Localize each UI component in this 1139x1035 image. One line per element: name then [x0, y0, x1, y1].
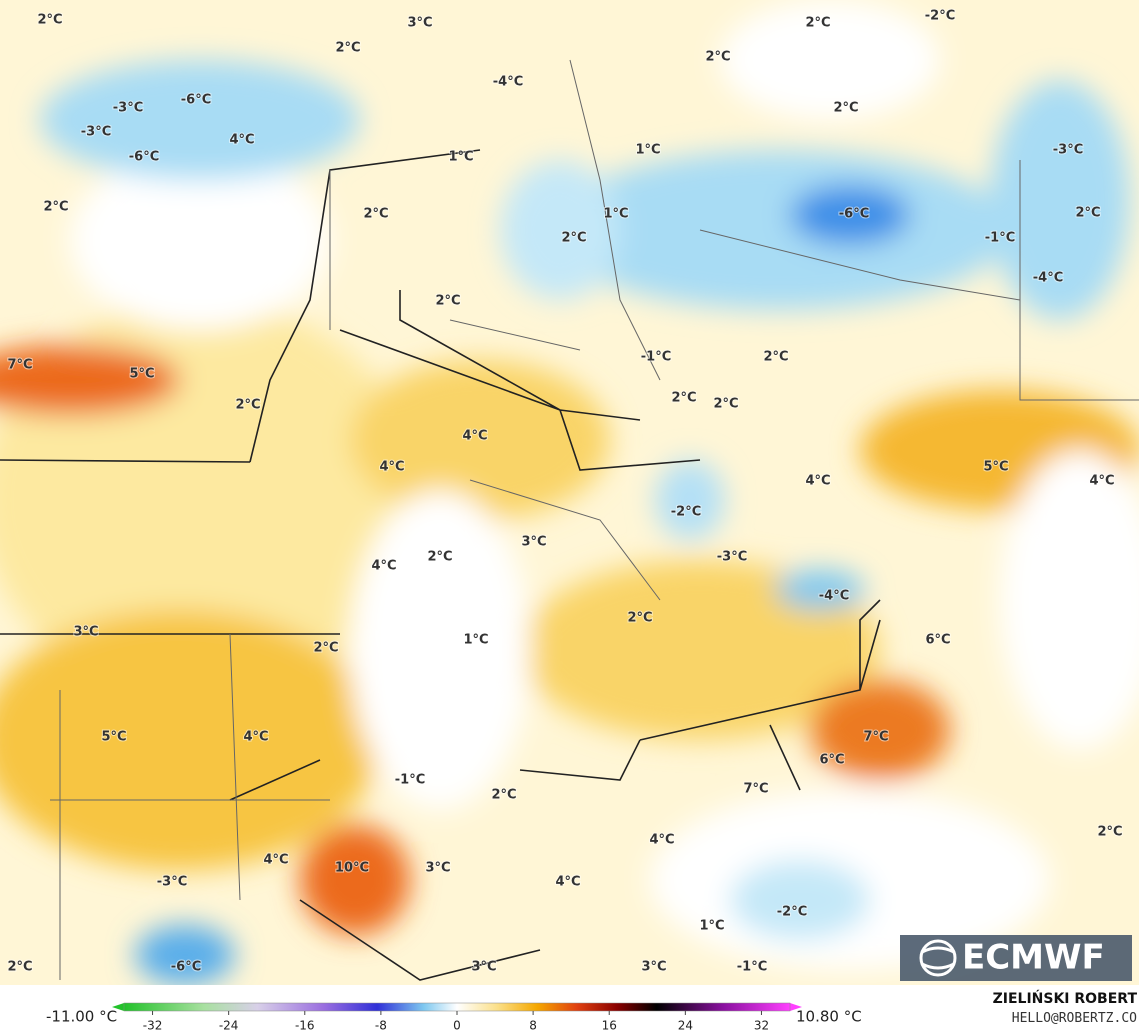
temperature-label: 4°C: [462, 429, 487, 444]
temperature-label: -3°C: [113, 101, 143, 116]
temperature-label: 5°C: [101, 730, 126, 745]
temperature-label: 2°C: [1075, 206, 1100, 221]
map-labels: 2°C 3°C 2°C -2°C 2°C 2°C -4°C -6°C -3°C 2°C -3°C 4°…: [6, 8, 1123, 976]
temperature-label: 2°C: [435, 294, 460, 309]
temperature-label: 2°C: [561, 231, 586, 246]
temperature-label: 4°C: [263, 853, 288, 868]
temperature-field: [0, 0, 1139, 985]
temperature-label: -6°C: [839, 207, 869, 222]
temperature-label: -2°C: [777, 905, 807, 920]
colorbar-max-label: 10.80 °C: [796, 1008, 862, 1026]
colorbar-tick-label: 0: [453, 1019, 461, 1033]
colorbar-tick-label: -16: [295, 1019, 315, 1033]
temperature-label: -2°C: [925, 9, 955, 24]
temperature-label: 5°C: [129, 367, 154, 382]
temperature-label: -6°C: [129, 150, 159, 165]
temperature-label: -1°C: [641, 350, 671, 365]
temperature-label: 3°C: [425, 861, 450, 876]
temperature-label: 3°C: [641, 960, 666, 975]
temperature-label: 4°C: [805, 474, 830, 489]
colorbar-tick-label: -8: [375, 1019, 387, 1033]
colorbar-right-arrow: [790, 1003, 802, 1011]
temperature-label: 4°C: [379, 460, 404, 475]
temperature-label: 7°C: [863, 730, 888, 745]
logo-icon-waves: [921, 946, 955, 970]
temperature-label: 4°C: [243, 730, 268, 745]
temperature-label: -4°C: [819, 589, 849, 604]
borders: [0, 59, 1139, 981]
temperature-label: -2°C: [671, 505, 701, 520]
temperature-label: -3°C: [1053, 143, 1083, 158]
temperature-label: 7°C: [743, 782, 768, 797]
temperature-label: 5°C: [983, 460, 1008, 475]
temperature-label: 2°C: [833, 101, 858, 116]
temperature-label: -4°C: [493, 75, 523, 90]
temperature-label: 2°C: [627, 611, 652, 626]
temperature-label: -3°C: [81, 125, 111, 140]
temperature-label: 7°C: [7, 358, 32, 373]
temperature-label: 4°C: [371, 559, 396, 574]
temperature-label: 3°C: [407, 16, 432, 31]
temperature-label: 2°C: [363, 207, 388, 222]
temperature-label: 2°C: [313, 641, 338, 656]
temperature-label: 2°C: [37, 13, 62, 28]
credit-name: ZIELIŃSKI ROBERT: [993, 989, 1138, 1007]
logo-background: [900, 935, 1132, 981]
temperature-label: 4°C: [229, 133, 254, 148]
temperature-label: 6°C: [819, 753, 844, 768]
logo-box: ECMWF: [900, 935, 1132, 981]
logo-text: ECMWF: [962, 938, 1105, 978]
temperature-label: 2°C: [491, 788, 516, 803]
temperature-label: -6°C: [171, 960, 201, 975]
temperature-label: -1°C: [737, 960, 767, 975]
temperature-label: 2°C: [335, 41, 360, 56]
colorbar-min-label: -11.00 °C: [46, 1008, 117, 1026]
temperature-label: 2°C: [805, 16, 830, 31]
temperature-label: -1°C: [395, 773, 425, 788]
temperature-label: 2°C: [7, 960, 32, 975]
colorbar-tick-label: 16: [602, 1019, 617, 1033]
temperature-label: 4°C: [649, 833, 674, 848]
temperature-label: -1°C: [985, 231, 1015, 246]
temperature-label: 10°C: [335, 861, 369, 876]
temperature-label: 1°C: [448, 150, 473, 165]
temperature-label: 4°C: [1089, 474, 1114, 489]
map: [0, 0, 1139, 985]
temperature-label: 4°C: [555, 875, 580, 890]
colorbar-tick-label: 8: [529, 1019, 537, 1033]
colorbar-bar: [123, 1002, 791, 1012]
colorbar: -11.00 °C 10.80 °C -32 -24 -16 -8 0 8 16 24 32: [46, 1002, 862, 1033]
temperature-label: 2°C: [705, 50, 730, 65]
temperature-label: 2°C: [235, 398, 260, 413]
temperature-label: 2°C: [427, 550, 452, 565]
colorbar-tick-label: 24: [678, 1019, 693, 1033]
temperature-label: 2°C: [1097, 825, 1122, 840]
temperature-label: 1°C: [699, 919, 724, 934]
colorbar-tick-label: 32: [754, 1019, 769, 1033]
temperature-label: -3°C: [157, 875, 187, 890]
temperature-label: -6°C: [181, 93, 211, 108]
temperature-label: 3°C: [521, 535, 546, 550]
temperature-label: 2°C: [713, 397, 738, 412]
temperature-label: 3°C: [471, 960, 496, 975]
temperature-label: 1°C: [635, 143, 660, 158]
credit-email: HELLO@ROBERTZ.CO: [1012, 1011, 1137, 1026]
temperature-label: 6°C: [925, 633, 950, 648]
colorbar-left-arrow: [112, 1003, 124, 1011]
temperature-label: 2°C: [763, 350, 788, 365]
temperature-label: 3°C: [73, 625, 98, 640]
temperature-label: 2°C: [671, 391, 696, 406]
temperature-label: 2°C: [43, 200, 68, 215]
temperature-label: -4°C: [1033, 271, 1063, 286]
temperature-label: 1°C: [463, 633, 488, 648]
colorbar-tick-label: -32: [143, 1019, 163, 1033]
logo-icon: [919, 939, 957, 977]
temperature-label: 1°C: [603, 207, 628, 222]
colorbar-tick-label: -24: [219, 1019, 239, 1033]
temperature-label: -3°C: [717, 550, 747, 565]
